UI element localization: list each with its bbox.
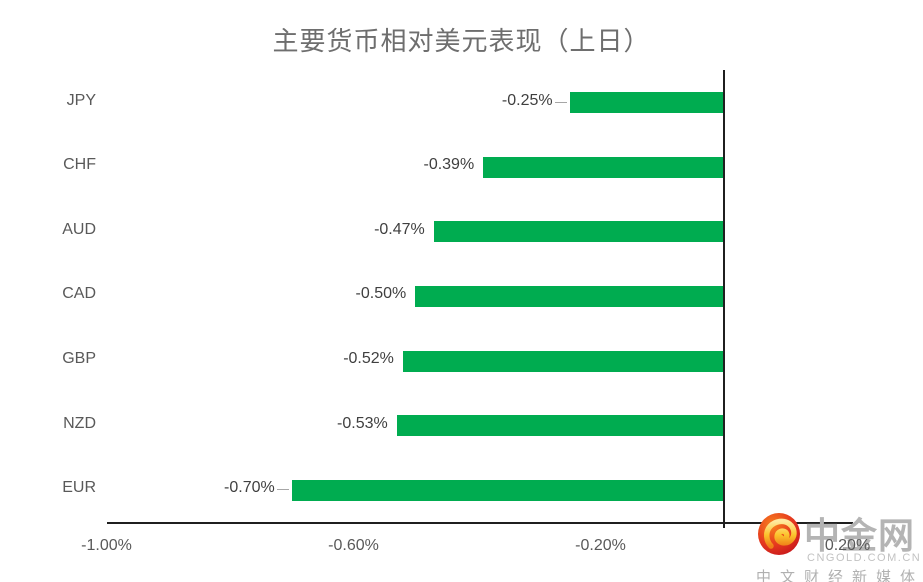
category-label-gbp: GBP xyxy=(62,350,96,368)
leader-line-jpy xyxy=(554,101,567,103)
value-label-aud: -0.47% xyxy=(374,220,425,238)
bar-eur xyxy=(291,479,724,501)
value-label-cad: -0.50% xyxy=(355,285,407,303)
x-tick-label-2: -0.20% xyxy=(575,537,626,554)
watermark-site-name: 中金网 xyxy=(804,515,916,556)
bar-gbp xyxy=(402,350,724,372)
value-axis-zero-line xyxy=(723,70,725,528)
category-label-jpy: JPY xyxy=(66,91,96,109)
bar-cad xyxy=(415,285,724,307)
category-label-cad: CAD xyxy=(62,285,96,303)
bar-jpy xyxy=(569,92,724,113)
category-label-eur: EUR xyxy=(62,479,96,497)
chart-title: 主要货币相对美元表现（上日） xyxy=(272,26,651,56)
leader-line-eur xyxy=(276,489,289,491)
watermark: 中金网 CNGOLD.COM.CN 中文财经新媒体 xyxy=(755,511,923,582)
bar-chf xyxy=(483,156,724,178)
category-label-chf: CHF xyxy=(63,156,96,174)
x-tick-label-1: -0.60% xyxy=(328,537,379,554)
value-label-nzd: -0.53% xyxy=(337,414,388,432)
watermark-tagline: 中文财经新媒体 xyxy=(756,569,923,582)
value-label-jpy: -0.25% xyxy=(501,91,553,109)
x-tick-label-0: -1.00% xyxy=(81,537,132,554)
value-label-gbp: -0.52% xyxy=(343,350,394,368)
bar-nzd xyxy=(396,415,724,437)
category-label-nzd: NZD xyxy=(63,414,96,432)
watermark-domain: CNGOLD.COM.CN xyxy=(807,552,922,564)
bar-aud xyxy=(433,221,724,243)
x-tick-label-3: 0.20% xyxy=(824,537,871,554)
cngold-cloud-logo-icon xyxy=(757,512,801,556)
category-axis-line xyxy=(107,522,853,524)
value-label-eur: -0.70% xyxy=(224,479,275,497)
value-label-chf: -0.39% xyxy=(423,156,475,174)
category-label-aud: AUD xyxy=(62,220,96,238)
